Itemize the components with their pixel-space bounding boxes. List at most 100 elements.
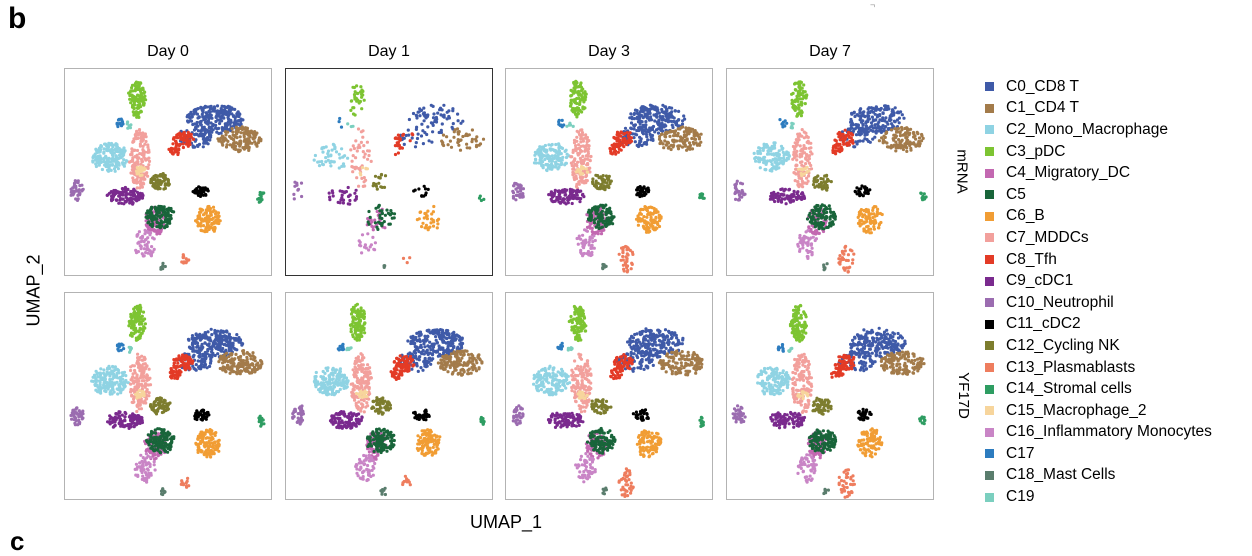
cell-point — [791, 192, 796, 196]
cell-point — [141, 88, 145, 92]
cell-point — [588, 159, 592, 163]
cell-point — [614, 152, 618, 156]
cell-point — [585, 229, 589, 233]
cell-point — [465, 146, 469, 150]
cell-point — [239, 122, 243, 126]
cell-point — [355, 149, 359, 153]
cell-point — [143, 243, 147, 247]
cell-point — [110, 150, 114, 154]
cell-point — [893, 127, 897, 131]
cell-point — [813, 212, 817, 216]
cell-point — [872, 205, 876, 209]
cell-point — [375, 225, 379, 229]
facet-mrna-day0 — [64, 68, 272, 276]
cell-point — [360, 88, 364, 92]
cell-point — [436, 222, 440, 226]
cell-point — [363, 184, 367, 188]
cell-point — [199, 221, 203, 225]
cell-point — [481, 137, 486, 141]
cell-point — [678, 135, 683, 139]
cell-point — [822, 268, 826, 272]
cell-point — [583, 157, 587, 161]
cell-point — [547, 143, 551, 147]
cell-point — [791, 199, 795, 203]
cell-point — [75, 189, 79, 193]
cell-point — [195, 112, 199, 116]
cell-point — [780, 197, 784, 201]
cell-point — [246, 129, 250, 133]
cell-point — [188, 142, 192, 147]
cell-point — [611, 222, 615, 226]
cell-point — [206, 215, 210, 219]
cell-point — [797, 107, 801, 111]
cell-point — [792, 189, 796, 193]
cell-point — [621, 258, 625, 262]
cell-point — [356, 127, 361, 131]
cell-point — [774, 151, 778, 156]
cell-point — [589, 154, 593, 159]
cell-point — [871, 208, 875, 212]
cell-point — [802, 83, 806, 87]
cell-point — [221, 111, 225, 115]
cell-point — [808, 215, 812, 219]
cell-point — [396, 143, 400, 147]
cell-point — [387, 222, 391, 226]
cell-point — [122, 202, 126, 206]
cell-point — [593, 231, 597, 235]
cell-point — [625, 266, 629, 270]
cell-point — [359, 85, 363, 89]
cell-point — [622, 132, 626, 136]
cell-point — [75, 198, 80, 202]
cell-point — [901, 147, 905, 152]
cell-point — [601, 205, 605, 209]
cell-point — [163, 183, 167, 187]
cell-point — [370, 224, 374, 228]
cell-point — [435, 226, 439, 230]
cell-point — [142, 254, 146, 258]
cell-point — [163, 176, 167, 180]
cell-point — [891, 109, 895, 113]
cell-point — [559, 146, 563, 150]
cell-point — [209, 135, 213, 139]
cell-point — [796, 190, 800, 194]
cell-point — [802, 172, 806, 176]
cell-point — [875, 210, 879, 214]
cell-point — [784, 202, 788, 206]
cell-point — [200, 208, 205, 212]
cell-point — [329, 164, 333, 168]
cell-point — [579, 81, 583, 85]
cell-point — [906, 138, 910, 142]
cell-point — [417, 217, 421, 221]
cell-point — [326, 158, 330, 162]
cell-point — [420, 122, 424, 126]
cell-point — [632, 127, 636, 131]
cell-point — [684, 126, 688, 130]
cell-point — [152, 228, 156, 232]
cell-point — [354, 195, 359, 199]
cell-point — [811, 235, 815, 239]
cell-point — [360, 233, 365, 237]
cell-point — [135, 166, 139, 170]
cell-point — [797, 82, 801, 86]
cell-point — [854, 140, 858, 144]
cell-point — [422, 111, 426, 115]
cell-point — [382, 220, 386, 224]
cell-point — [894, 149, 898, 153]
cell-point — [586, 249, 590, 254]
cell-point — [554, 160, 558, 164]
cell-point — [131, 197, 135, 201]
cell-point — [208, 209, 212, 213]
cell-point — [199, 123, 203, 127]
cell-point — [581, 139, 585, 143]
cell-point — [141, 131, 145, 135]
cell-point — [353, 90, 357, 94]
cell-point — [427, 139, 431, 143]
cell-point — [860, 219, 864, 223]
cell-point — [204, 111, 208, 115]
cell-point — [837, 257, 841, 261]
cell-point — [843, 128, 847, 132]
cell-point — [576, 242, 580, 246]
cell-point — [137, 241, 141, 245]
cell-point — [371, 228, 375, 232]
cell-point — [655, 112, 659, 116]
